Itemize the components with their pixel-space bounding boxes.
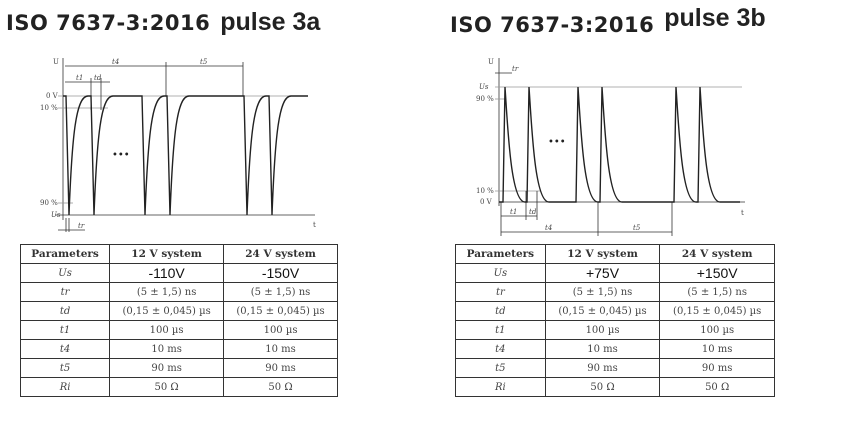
table-row: Ri 50 Ω 50 Ω — [455, 377, 775, 397]
table-cell: tr — [19, 282, 111, 302]
column-header: 24 V system — [223, 244, 338, 264]
table-cell: +150V — [659, 263, 775, 283]
table-cell: 50 Ω — [223, 377, 338, 397]
table-cell: td — [19, 301, 111, 321]
label-0v: 0 V — [46, 92, 59, 100]
table-cell: 50 Ω — [659, 377, 775, 397]
table-cell: 100 µs — [223, 320, 338, 340]
table-cell: (5 ± 1,5) ns — [544, 282, 661, 302]
table-row: td (0,15 ± 0,045) µs (0,15 ± 0,045) µs — [455, 301, 775, 321]
table-cell: tr — [455, 282, 546, 302]
label-t1: t1 — [76, 74, 83, 82]
header-row: Parameters 12 V system 24 V system — [19, 244, 338, 264]
table-cell: 50 Ω — [544, 377, 661, 397]
table-cell: (0,15 ± 0,045) µs — [544, 301, 661, 321]
header-row: Parameters 12 V system 24 V system — [455, 244, 775, 264]
table-cell: t1 — [19, 320, 111, 340]
table-cell: 10 ms — [659, 339, 775, 359]
table-cell: t5 — [455, 358, 546, 378]
table-cell: -110V — [109, 263, 225, 283]
label-us: Us — [479, 83, 489, 91]
table-cell: 10 ms — [223, 339, 338, 359]
table-row: t4 10 ms 10 ms — [455, 339, 775, 359]
column-header: 12 V system — [544, 244, 661, 264]
table-cell: 90 ms — [544, 358, 661, 378]
table-cell: t1 — [455, 320, 546, 340]
label-t4: t4 — [112, 58, 119, 66]
pulse-3b-diagram: U t Us 90 % 10 % 0 V tr t1 td t4 t5 ••• — [476, 58, 745, 236]
axis-label-u: U — [488, 58, 494, 66]
label-td: td — [94, 74, 102, 82]
pulse-name: pulse 3a — [220, 8, 321, 36]
standard-name: ISO 7637-3:2016 — [450, 13, 655, 37]
ellipsis: ••• — [548, 137, 566, 148]
table-row: tr (5 ± 1,5) ns (5 ± 1,5) ns — [19, 282, 338, 302]
table-row: t4 10 ms 10 ms — [19, 339, 338, 359]
label-10pct: 10 % — [40, 104, 58, 112]
table-cell: td — [455, 301, 546, 321]
title-pulse-3a: ISO 7637-3:2016 pulse 3a — [6, 8, 320, 37]
label-t5: t5 — [200, 58, 208, 66]
parameters-table-3a: Parameters 12 V system 24 V system Us -110V -… — [19, 244, 338, 397]
label-10pct: 10 % — [476, 187, 494, 195]
label-t5: t5 — [633, 224, 641, 232]
pulse-3a-diagram: U t 0 V 10 % 90 % Us t4 t5 t1 td tr ••• — [40, 58, 316, 232]
parameters-table-3b: Parameters 12 V system 24 V system Us +75V +1… — [455, 244, 775, 397]
column-header: 24 V system — [659, 244, 775, 264]
axis-label-u: U — [53, 58, 59, 66]
pulse-diagrams: U t 0 V 10 % 90 % Us t4 t5 t1 td tr ••• … — [40, 58, 745, 236]
table-cell: Ri — [19, 377, 111, 397]
column-header: Parameters — [455, 244, 546, 264]
table-cell: +75V — [544, 263, 661, 283]
label-0v: 0 V — [480, 198, 493, 206]
table-cell: t4 — [19, 339, 111, 359]
table-cell: (5 ± 1,5) ns — [109, 282, 225, 302]
label-tr: tr — [78, 222, 85, 230]
label-90pct: 90 % — [476, 95, 494, 103]
table-cell: 100 µs — [544, 320, 661, 340]
table-row: tr (5 ± 1,5) ns (5 ± 1,5) ns — [455, 282, 775, 302]
table-cell: (0,15 ± 0,045) µs — [223, 301, 338, 321]
table-cell: Us — [19, 263, 111, 283]
table-cell: (5 ± 1,5) ns — [659, 282, 775, 302]
table-cell: -150V — [223, 263, 338, 283]
table-cell: (0,15 ± 0,045) µs — [109, 301, 225, 321]
label-t4: t4 — [545, 224, 552, 232]
table-row: Ri 50 Ω 50 Ω — [19, 377, 338, 397]
table-cell: (0,15 ± 0,045) µs — [659, 301, 775, 321]
table-row: td (0,15 ± 0,045) µs (0,15 ± 0,045) µs — [19, 301, 338, 321]
table-cell: 100 µs — [109, 320, 225, 340]
standard-name: ISO 7637-3:2016 — [6, 11, 211, 35]
table-row: t5 90 ms 90 ms — [455, 358, 775, 378]
label-td: td — [529, 208, 537, 216]
ellipsis: ••• — [112, 150, 130, 161]
table-cell: 90 ms — [109, 358, 225, 378]
axis-label-t: t — [313, 221, 316, 229]
title-pulse-3b: ISO 7637-3:2016 pulse 3b — [450, 4, 766, 37]
table-cell: 10 ms — [544, 339, 661, 359]
table-row: Us -110V -150V — [19, 263, 338, 283]
table-cell: Us — [455, 263, 546, 283]
label-tr: tr — [512, 65, 519, 73]
pulse-name: pulse 3b — [664, 4, 766, 32]
table-cell: 100 µs — [659, 320, 775, 340]
table-row: t1 100 µs 100 µs — [19, 320, 338, 340]
table-cell: 90 ms — [223, 358, 338, 378]
table-cell: 50 Ω — [109, 377, 225, 397]
table-cell: 10 ms — [109, 339, 225, 359]
axis-label-t: t — [741, 209, 744, 217]
table-cell: t5 — [19, 358, 111, 378]
table-cell: Ri — [455, 377, 546, 397]
label-t1: t1 — [510, 208, 517, 216]
table-cell: t4 — [455, 339, 546, 359]
table-row: t5 90 ms 90 ms — [19, 358, 338, 378]
label-90pct: 90 % — [40, 199, 58, 207]
table-cell: 90 ms — [659, 358, 775, 378]
column-header: 12 V system — [109, 244, 225, 264]
label-us: Us — [51, 211, 61, 219]
table-cell: (5 ± 1,5) ns — [223, 282, 338, 302]
table-row: t1 100 µs 100 µs — [455, 320, 775, 340]
table-row: Us +75V +150V — [455, 263, 775, 283]
column-header: Parameters — [19, 244, 111, 264]
